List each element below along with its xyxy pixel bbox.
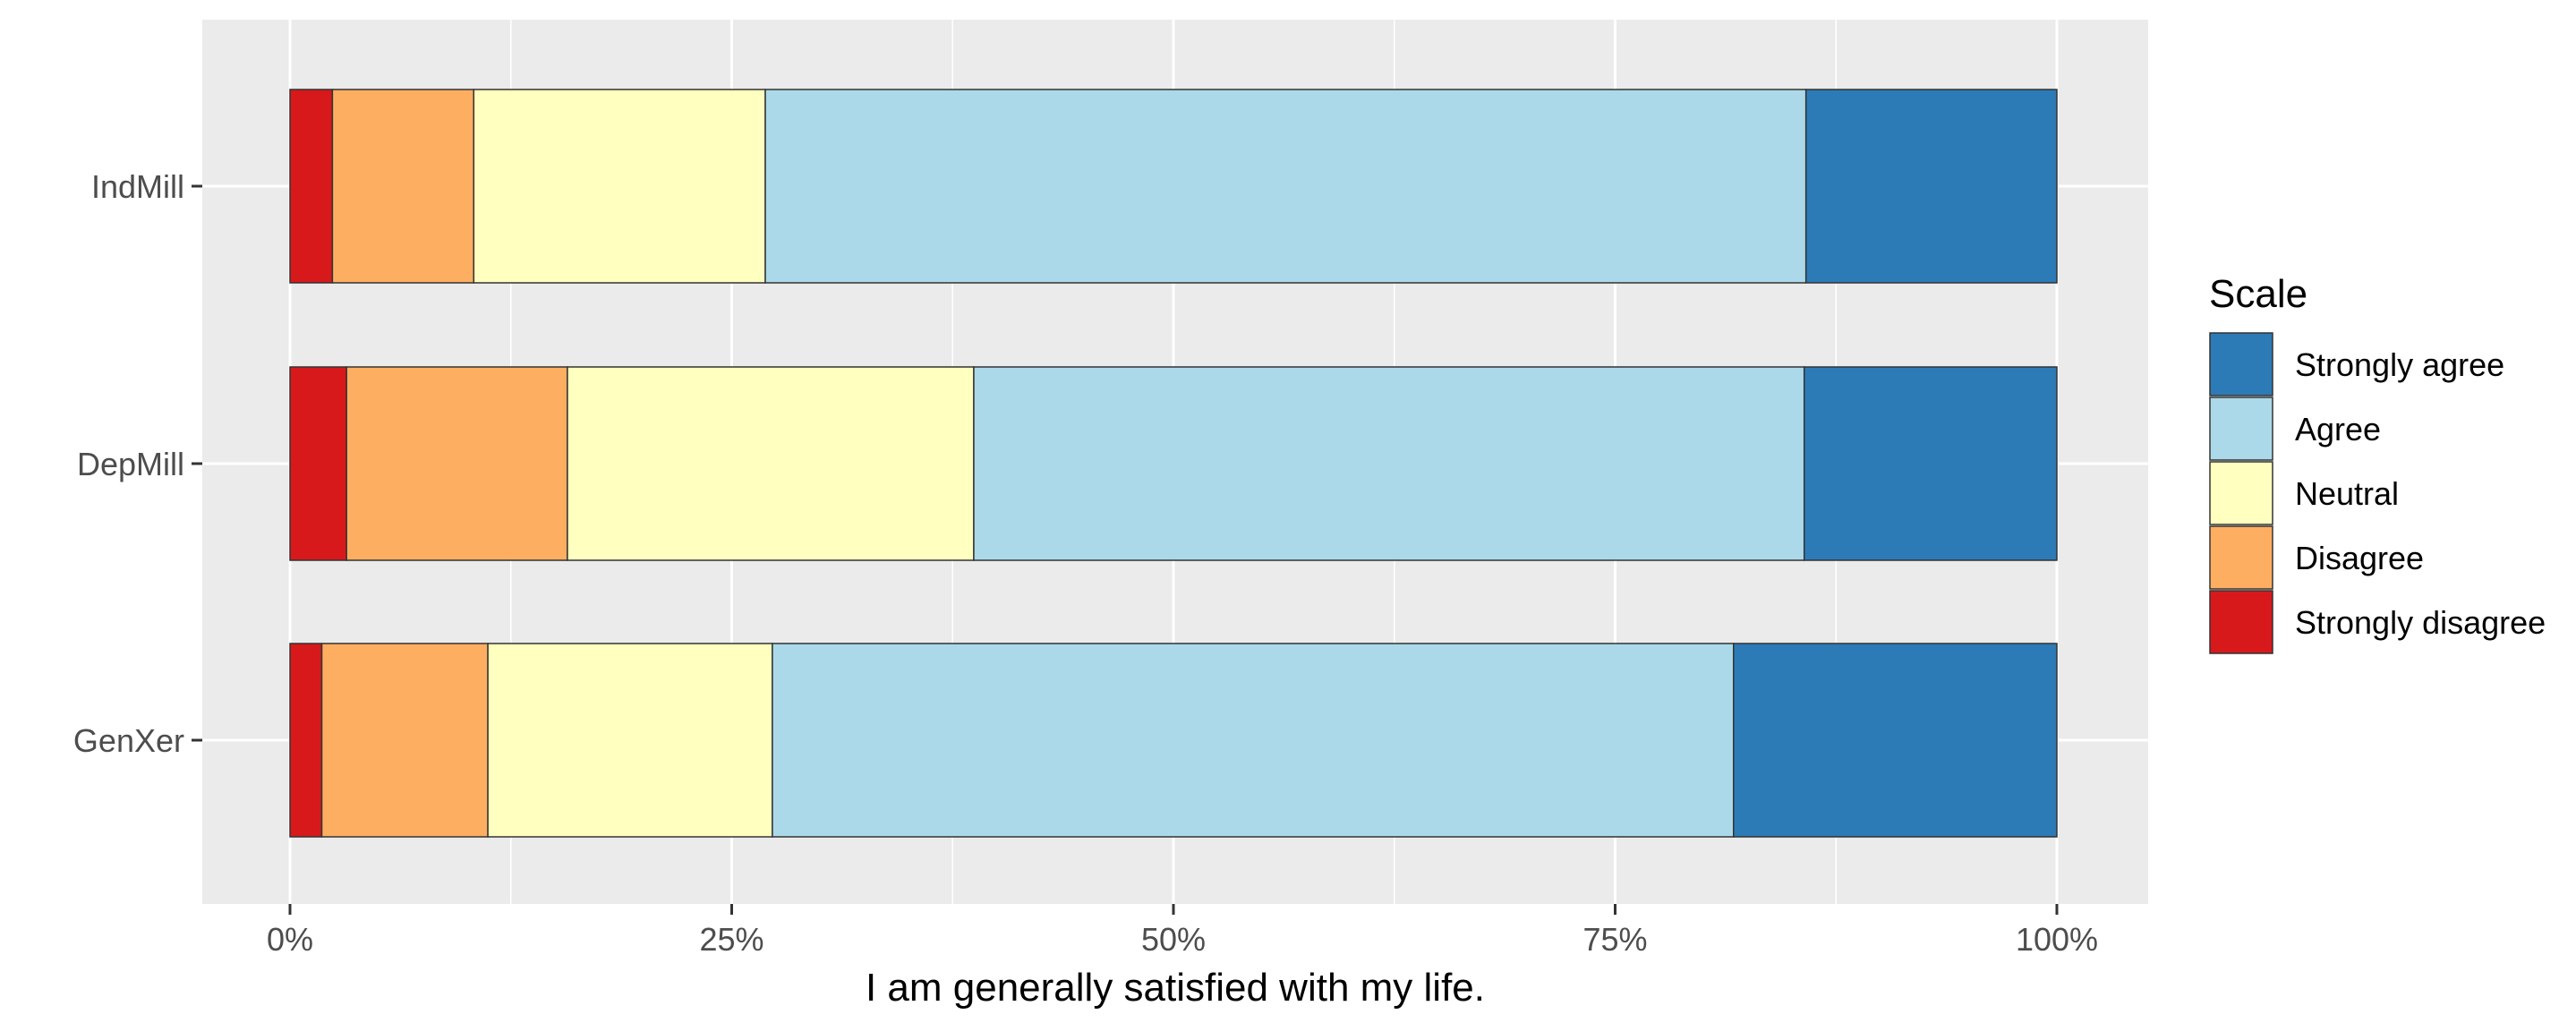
bar-segment [289, 366, 347, 561]
bar-segment [473, 89, 766, 284]
legend-title: Scale [2209, 272, 2307, 316]
bar-segment [567, 366, 975, 561]
bar-segment [772, 643, 1735, 838]
bar-segment [289, 643, 323, 838]
bar-segment [1804, 89, 2058, 284]
bar-segment [1803, 366, 2058, 561]
x-axis-title: I am generally satisfied with my life. [866, 966, 1485, 1010]
legend-label: Neutral [2295, 475, 2399, 512]
bar-segment [320, 643, 489, 838]
legend-key [2209, 332, 2273, 396]
legend-label: Strongly disagree [2295, 604, 2546, 641]
x-tick-label: 0% [267, 921, 313, 958]
legend-key [2209, 590, 2273, 654]
x-tick-label: 100% [2016, 921, 2098, 958]
x-axis: 0% 25% 50% 75% 100% [267, 904, 2098, 958]
bar-segment [289, 89, 334, 284]
x-tick-label: 50% [1141, 921, 1206, 958]
bar-segment [973, 366, 1805, 561]
legend-label: Disagree [2295, 540, 2424, 576]
bar-segment [487, 643, 773, 838]
bar-segment [764, 89, 1807, 284]
bar-segment [345, 366, 568, 561]
y-tick-label: GenXer [73, 722, 184, 759]
x-tick-label: 75% [1582, 921, 1647, 958]
legend-label: Agree [2295, 411, 2381, 448]
legend-label: Strongly agree [2295, 346, 2504, 383]
legend-key [2209, 461, 2273, 525]
y-axis: IndMill DepMill GenXer [73, 168, 202, 759]
bars [289, 89, 2058, 838]
legend-key [2209, 525, 2273, 590]
y-tick-label: IndMill [91, 168, 184, 205]
bar-segment [331, 89, 475, 284]
x-tick-label: 25% [699, 921, 763, 958]
bar-segment [1733, 643, 2058, 838]
y-tick-label: DepMill [77, 446, 184, 482]
legend: Scale Strongly agree Agree Neutral Disagree… [2209, 272, 2546, 654]
legend-key [2209, 396, 2273, 461]
